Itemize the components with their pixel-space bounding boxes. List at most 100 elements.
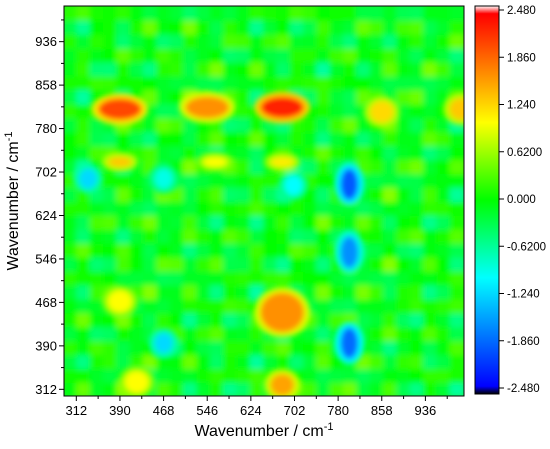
heatmap-cell bbox=[169, 74, 185, 91]
heatmap-cell bbox=[236, 102, 252, 119]
heatmap-cell bbox=[436, 381, 452, 396]
heatmap-cell bbox=[236, 172, 252, 188]
heatmap-cell bbox=[343, 213, 359, 230]
heatmap-cell bbox=[263, 32, 279, 49]
y-axis: 312 390 468 546 624 702 780 858 936 bbox=[35, 19, 64, 397]
heatmap-cell bbox=[369, 32, 385, 49]
heatmap-cell bbox=[303, 269, 319, 286]
heatmap-cell bbox=[156, 241, 172, 258]
heatmap-cell bbox=[209, 367, 225, 383]
heatmap-cell bbox=[423, 311, 439, 328]
heatmap-cell bbox=[396, 339, 412, 356]
heatmap-cell bbox=[383, 339, 399, 356]
heatmap-cell bbox=[343, 116, 359, 133]
heatmap-cell bbox=[156, 102, 172, 119]
heatmap-cell bbox=[156, 144, 172, 161]
heatmap-cell bbox=[449, 186, 464, 202]
heatmap-cell bbox=[76, 339, 92, 356]
heatmap-cell bbox=[449, 227, 464, 244]
heatmap-cell bbox=[183, 241, 199, 258]
heatmap-cell bbox=[129, 213, 145, 230]
heatmap-cell bbox=[409, 130, 425, 147]
heatmap-cell bbox=[183, 200, 199, 216]
heatmap-cell bbox=[249, 381, 265, 396]
heatmap-cell bbox=[236, 74, 252, 91]
heatmap-cell bbox=[209, 213, 225, 230]
heatmap-cell bbox=[396, 130, 412, 147]
heatmap-cell bbox=[89, 6, 105, 21]
heatmap-cell bbox=[169, 130, 185, 147]
heatmap-cell bbox=[103, 186, 119, 202]
heatmap-cell bbox=[356, 60, 372, 77]
heatmap-cell bbox=[276, 241, 292, 258]
heatmap-cell bbox=[436, 241, 452, 258]
heatmap-cell bbox=[209, 60, 225, 77]
y-tick-label: 624 bbox=[35, 208, 57, 223]
heatmap-cell bbox=[64, 325, 79, 342]
x-tick-label: 546 bbox=[196, 403, 218, 418]
heatmap-cell bbox=[276, 200, 292, 216]
heatmap-cell bbox=[143, 255, 159, 272]
heatmap-cell bbox=[303, 144, 319, 161]
heatmap-cell bbox=[103, 269, 119, 286]
heatmap-cell bbox=[396, 46, 412, 63]
heatmap-cell bbox=[183, 213, 199, 230]
heatmap-cell bbox=[263, 213, 279, 230]
heatmap-cell bbox=[409, 227, 425, 244]
heatmap-cell bbox=[103, 255, 119, 272]
heatmap-cell bbox=[316, 381, 332, 396]
heatmap-cell bbox=[196, 311, 212, 328]
heatmap-feature bbox=[97, 98, 142, 121]
heatmap-cell bbox=[89, 32, 105, 49]
heatmap-cell bbox=[263, 130, 279, 147]
heatmap-cell bbox=[183, 227, 199, 244]
heatmap-cell bbox=[369, 46, 385, 63]
heatmap-cell bbox=[143, 60, 159, 77]
heatmap-cell bbox=[183, 255, 199, 272]
heatmap-cell bbox=[129, 6, 145, 21]
heatmap-feature bbox=[124, 371, 149, 394]
y-tick-label: 936 bbox=[35, 34, 57, 49]
heatmap-cell bbox=[329, 200, 345, 216]
heatmap-cell bbox=[356, 213, 372, 230]
heatmap-cell bbox=[436, 283, 452, 300]
heatmap-cell bbox=[316, 339, 332, 356]
heatmap-cell bbox=[396, 311, 412, 328]
heatmap-cell bbox=[236, 32, 252, 49]
x-tick-label: 780 bbox=[327, 403, 349, 418]
heatmap-feature bbox=[154, 168, 173, 189]
heatmap-feature bbox=[107, 290, 132, 313]
heatmap-cell bbox=[89, 130, 105, 147]
heatmap-cell bbox=[343, 6, 359, 21]
heatmap-cell bbox=[76, 6, 92, 21]
heatmap-cell bbox=[289, 6, 305, 21]
heatmap-cell bbox=[223, 60, 239, 77]
heatmap-cell bbox=[236, 46, 252, 63]
heatmap-cell bbox=[249, 325, 265, 342]
heatmap-cell bbox=[289, 18, 305, 35]
heatmap-cell bbox=[409, 18, 425, 35]
heatmap-cell bbox=[209, 46, 225, 63]
heatmap-cell bbox=[116, 60, 132, 77]
heatmap-cell bbox=[303, 241, 319, 258]
heatmap-cell bbox=[369, 200, 385, 216]
heatmap-cell bbox=[423, 227, 439, 244]
heatmap-cell bbox=[129, 130, 145, 147]
heatmap-cell bbox=[223, 311, 239, 328]
heatmap-cell bbox=[116, 269, 132, 286]
heatmap-cell bbox=[103, 18, 119, 35]
heatmap-cell bbox=[276, 130, 292, 147]
heatmap-cell bbox=[369, 311, 385, 328]
heatmap-cell bbox=[329, 116, 345, 133]
heatmap-feature bbox=[79, 168, 98, 189]
heatmap-cell bbox=[356, 130, 372, 147]
heatmap-cell bbox=[209, 353, 225, 370]
heatmap-cell bbox=[183, 6, 199, 21]
heatmap-cell bbox=[303, 158, 319, 175]
heatmap-cell bbox=[129, 241, 145, 258]
heatmap-cell bbox=[156, 367, 172, 383]
y-tick-label: 546 bbox=[35, 251, 57, 266]
heatmap-cell bbox=[89, 144, 105, 161]
heatmap-cell bbox=[423, 158, 439, 175]
heatmap-cell bbox=[436, 60, 452, 77]
